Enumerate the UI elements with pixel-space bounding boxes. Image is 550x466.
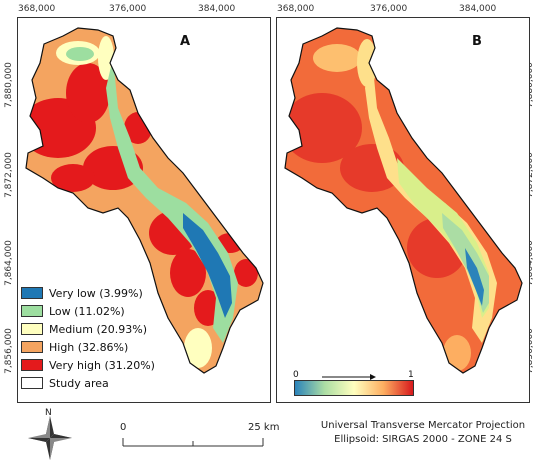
panel-b-x-tick: 368,000 — [277, 4, 315, 14]
legend-swatch — [21, 287, 43, 299]
legend-label: Very low (3.99%) — [49, 286, 143, 300]
colorbar-min-label: 0 — [293, 370, 299, 380]
legend-label: Study area — [49, 376, 109, 390]
map-b-graphic — [284, 27, 523, 374]
legend-item: Very high (31.20%) — [21, 356, 155, 374]
legend-label: Medium (20.93%) — [49, 322, 148, 336]
legend-label: High (32.86%) — [49, 340, 129, 354]
north-label: N — [45, 408, 52, 418]
legend-swatch — [21, 305, 43, 317]
legend-item: High (32.86%) — [21, 338, 155, 356]
legend-swatch — [21, 377, 43, 389]
legend-label: Low (11.02%) — [49, 304, 125, 318]
scale-bar — [122, 438, 264, 447]
legend: Very low (3.99%) Low (11.02%) Medium (20… — [21, 284, 155, 392]
colorbar-max-label: 1 — [408, 370, 414, 380]
panel-a-x-tick: 384,000 — [198, 4, 236, 14]
colorbar — [294, 380, 414, 396]
projection-line-1: Universal Transverse Mercator Projection — [320, 420, 526, 431]
map-a-graphic — [25, 27, 264, 374]
scale-start-label: 0 — [120, 422, 127, 433]
map-panel-a[interactable]: A — [17, 17, 271, 403]
legend-item: Very low (3.99%) — [21, 284, 155, 302]
north-arrow-icon — [28, 416, 72, 460]
panel-a-y-tick: 7,864,000 — [3, 240, 14, 286]
legend-swatch — [21, 323, 43, 335]
panel-a-x-tick: 368,000 — [18, 4, 56, 14]
panel-a-x-tick: 376,000 — [109, 4, 147, 14]
legend-item: Study area — [21, 374, 155, 392]
panel-a-y-tick: 7,856,000 — [3, 328, 14, 374]
panel-label: B — [472, 34, 482, 49]
scale-end-label: 25 km — [248, 422, 280, 433]
legend-item: Medium (20.93%) — [21, 320, 155, 338]
legend-item: Low (11.02%) — [21, 302, 155, 320]
panel-b-x-tick: 384,000 — [459, 4, 497, 14]
legend-swatch — [21, 359, 43, 371]
panel-b-x-tick: 376,000 — [370, 4, 408, 14]
panel-a-y-tick: 7,880,000 — [3, 62, 14, 108]
panel-label: A — [180, 34, 191, 49]
arrow-icon — [322, 374, 376, 380]
panel-a-y-tick: 7,872,000 — [3, 152, 14, 198]
legend-swatch — [21, 341, 43, 353]
map-panel-b[interactable]: B — [276, 17, 530, 403]
projection-line-2: Ellipsoid: SIRGAS 2000 - ZONE 24 S — [334, 434, 512, 445]
legend-label: Very high (31.20%) — [49, 358, 155, 372]
